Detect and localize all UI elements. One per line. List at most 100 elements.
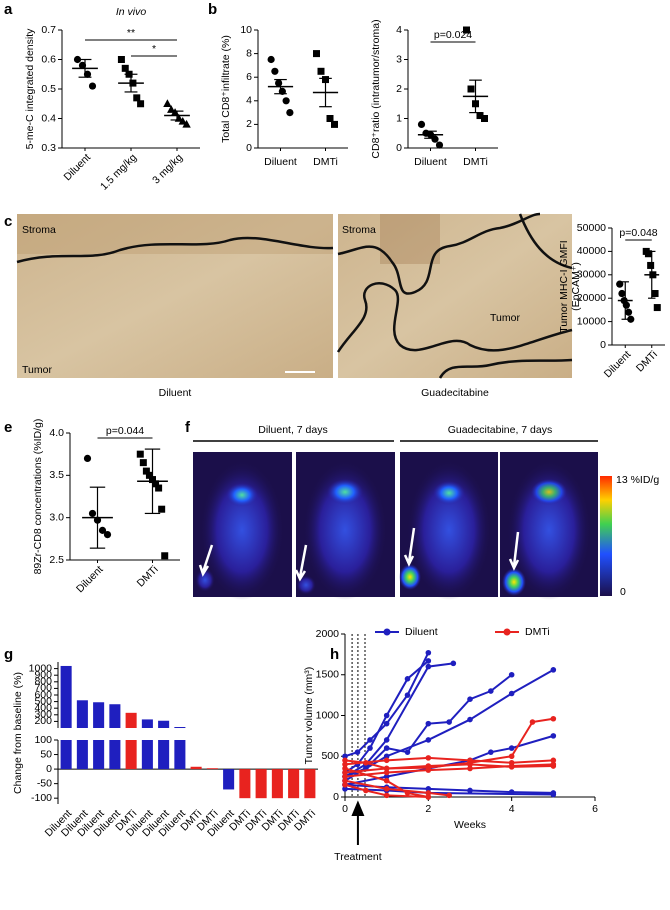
point xyxy=(342,765,348,772)
pet-image xyxy=(193,452,292,600)
point xyxy=(550,715,557,722)
point xyxy=(139,459,147,467)
image-texture xyxy=(17,214,333,254)
x-tick-label: Diluent xyxy=(74,564,106,596)
x-tick-label: DMTi xyxy=(463,156,488,168)
point xyxy=(142,467,150,475)
image-label: Tumor xyxy=(22,364,52,376)
point xyxy=(550,761,557,768)
bar xyxy=(190,766,202,770)
point xyxy=(622,301,630,309)
legend-label: Diluent xyxy=(405,626,438,638)
panel-label: h xyxy=(330,646,339,663)
image-texture xyxy=(200,460,284,600)
y-tick-label: 800 xyxy=(34,676,52,688)
point xyxy=(363,787,369,794)
point xyxy=(383,786,390,792)
image-texture xyxy=(502,568,526,596)
panel-label: a xyxy=(4,1,13,18)
y-tick-label: 1000 xyxy=(316,709,340,721)
point xyxy=(145,471,153,479)
bar xyxy=(60,665,72,728)
point xyxy=(342,781,348,788)
annotation: p=0.044 xyxy=(106,425,144,437)
pet-image xyxy=(500,452,598,600)
point xyxy=(267,55,275,64)
bar xyxy=(60,740,72,770)
point xyxy=(508,690,515,697)
bar xyxy=(93,740,105,770)
annotation: p=0.024 xyxy=(434,29,472,41)
x-tick-label: 0 xyxy=(342,803,348,815)
point xyxy=(425,755,432,761)
point xyxy=(651,290,659,298)
bar xyxy=(223,769,235,790)
point xyxy=(152,480,160,488)
boundary xyxy=(16,236,334,264)
y-tick-label: 8 xyxy=(246,47,252,59)
point xyxy=(73,55,82,64)
image-texture xyxy=(327,479,363,505)
point xyxy=(342,757,348,764)
series-line xyxy=(344,756,554,766)
point xyxy=(383,765,390,772)
point xyxy=(342,786,348,792)
point xyxy=(317,67,325,75)
point xyxy=(425,737,432,743)
y-tick-label: 1 xyxy=(396,112,402,124)
point xyxy=(182,119,191,128)
point xyxy=(431,135,439,143)
y-tick-label: 6 xyxy=(246,71,252,83)
y-axis-label: 89Zr-CD8 concentrations (%ID/g) xyxy=(32,419,44,575)
point xyxy=(83,454,92,462)
point xyxy=(618,289,626,298)
bar xyxy=(174,727,186,729)
point xyxy=(271,67,279,75)
y-tick-label: 100 xyxy=(34,734,52,746)
point xyxy=(435,141,444,149)
y-tick-label: 50000 xyxy=(577,222,606,234)
point xyxy=(342,777,348,784)
subtitle: In vivo xyxy=(116,6,147,18)
y-tick-label: 20000 xyxy=(577,292,606,304)
boundary xyxy=(518,213,573,270)
y-tick-label: 2.5 xyxy=(49,554,64,566)
x-tick-label: DMTi xyxy=(313,156,338,168)
y-tick-label: 400 xyxy=(34,702,52,714)
colorbar-label: 0 xyxy=(620,586,626,598)
point xyxy=(158,505,166,513)
y-tick-label: 30000 xyxy=(577,269,606,281)
image-texture xyxy=(296,575,316,595)
legend-marker xyxy=(503,628,511,636)
y-tick-label: 900 xyxy=(34,669,52,681)
y-tick-label: 0.7 xyxy=(41,24,56,36)
point xyxy=(627,315,635,323)
point xyxy=(342,769,348,776)
arrow xyxy=(508,531,520,571)
point xyxy=(508,753,515,760)
y-tick-label: 0.5 xyxy=(41,83,56,95)
y-tick-label: 2 xyxy=(246,118,252,130)
image-label: Stroma xyxy=(22,224,56,236)
bar xyxy=(304,769,316,799)
point xyxy=(133,94,141,102)
bar xyxy=(125,740,137,770)
annotation: p=0.048 xyxy=(619,227,657,239)
point xyxy=(425,767,432,773)
x-tick-label: Diluent xyxy=(414,156,447,168)
x-axis-label: Weeks xyxy=(454,819,486,831)
point xyxy=(367,745,373,751)
point xyxy=(161,552,169,560)
point xyxy=(467,716,473,723)
point xyxy=(647,261,655,269)
image-texture xyxy=(226,483,258,507)
point xyxy=(383,773,390,780)
point xyxy=(450,660,457,667)
point xyxy=(508,763,515,769)
panel-label: b xyxy=(208,1,217,18)
y-tick-label: 0.4 xyxy=(41,112,56,124)
image-texture xyxy=(303,460,387,600)
arrow xyxy=(294,544,308,582)
y-tick-label: 3.5 xyxy=(49,469,64,481)
